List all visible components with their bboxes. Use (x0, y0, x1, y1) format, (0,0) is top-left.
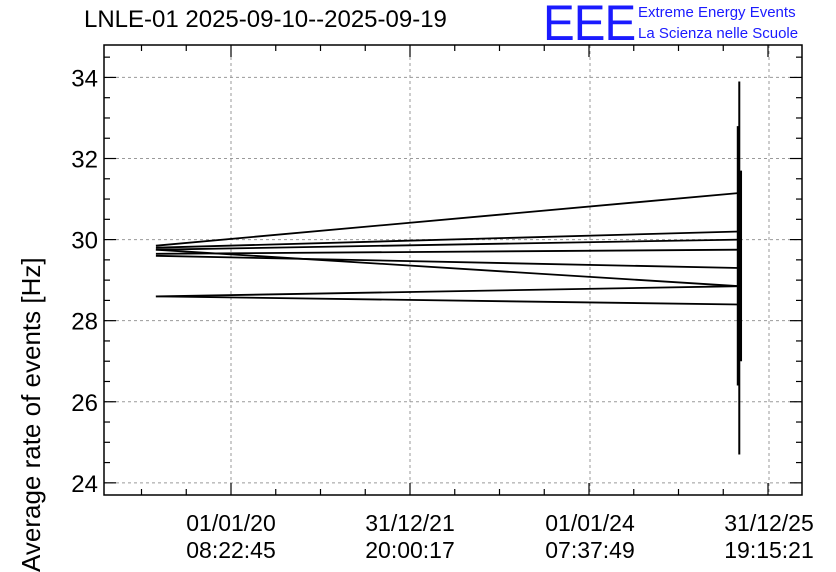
x-tick-label-time: 08:22:45 (186, 537, 276, 563)
chart-title: LNLE-01 2025-09-10--2025-09-19 (84, 6, 447, 33)
series-line (155, 295, 740, 306)
x-tick-label-time: 07:37:49 (545, 537, 635, 563)
x-tick-label-time: 19:15:21 (724, 537, 814, 563)
series-line (155, 230, 740, 249)
x-tick-label-date: 31/12/21 (365, 510, 455, 536)
series-line (155, 248, 740, 255)
series-line (155, 248, 740, 288)
logo-line-2: La Scienza nelle Scuole (638, 25, 799, 42)
y-tick-label: 28 (71, 309, 98, 336)
logo-line-1: Extreme Energy Events (638, 4, 796, 21)
x-tick-label-date: 31/12/25 (724, 510, 814, 536)
series-line (155, 192, 740, 247)
series-line (155, 285, 740, 298)
y-tick-label: 30 (71, 228, 98, 255)
x-tick-label-date: 01/01/20 (186, 510, 276, 536)
y-tick-label: 32 (71, 147, 98, 174)
plot-frame (103, 44, 803, 496)
series-line (155, 238, 740, 251)
eee-logo-mark: EEE (543, 0, 636, 51)
y-tick-label: 26 (71, 390, 98, 417)
x-tick-label-date: 01/01/24 (545, 510, 635, 536)
series-line (155, 254, 740, 269)
x-tick-label-time: 20:00:17 (365, 537, 455, 563)
y-tick-label: 24 (71, 471, 98, 498)
y-tick-label: 34 (71, 65, 98, 92)
